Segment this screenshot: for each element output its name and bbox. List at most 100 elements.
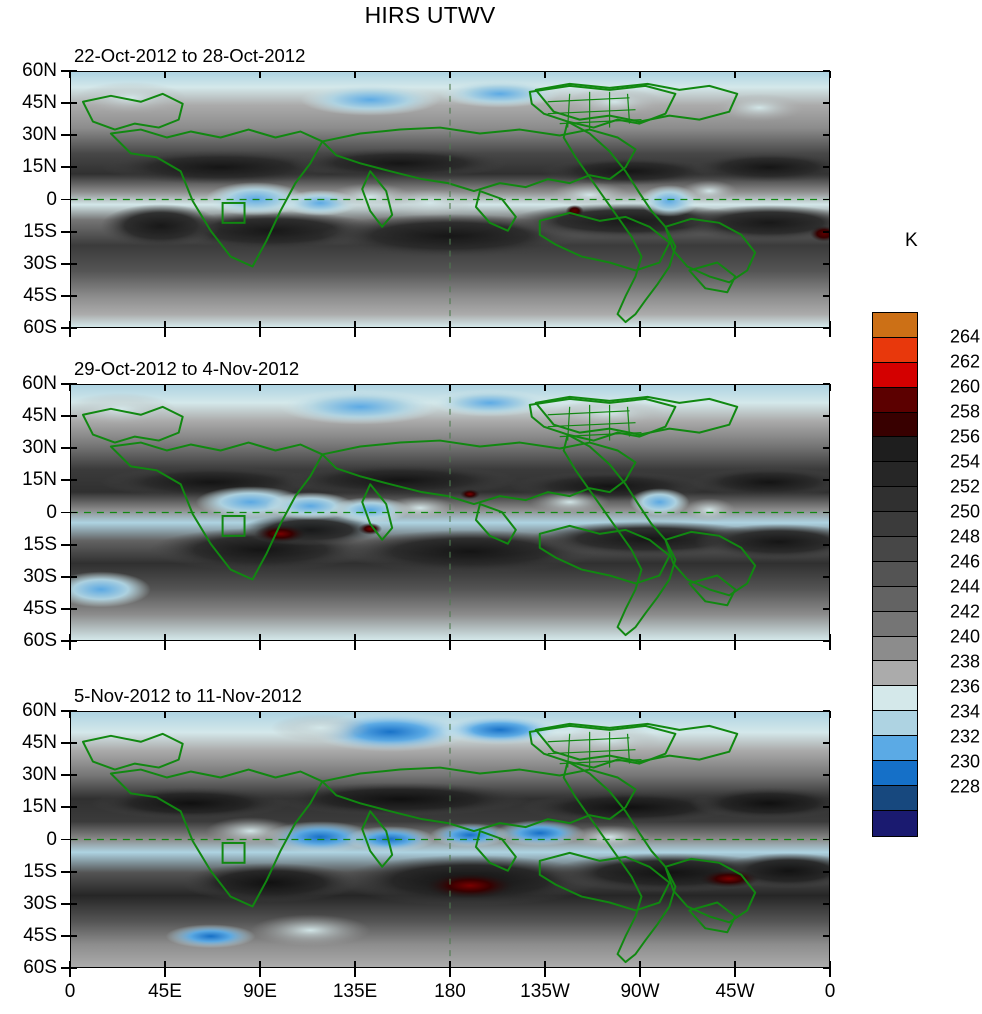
x-axis-tick-bottom [449, 634, 451, 641]
colorbar-tick-label: 228 [950, 776, 981, 797]
map-panel-3: 5-Nov-2012 to 11-Nov-2012 [22, 685, 835, 1002]
y-axis-tick [61, 934, 70, 937]
colorbar-band [873, 462, 917, 488]
x-axis-tick-bottom [544, 321, 546, 328]
y-axis-tick-inner [70, 230, 77, 233]
x-axis-tick-top [449, 71, 451, 78]
x-axis-tick-bottom [734, 321, 736, 328]
x-axis-tick [734, 328, 736, 337]
x-axis-tick [544, 968, 546, 977]
y-axis-tick [61, 543, 70, 546]
y-axis-tick-right [823, 774, 830, 777]
x-axis-tick [164, 641, 166, 650]
colorbar-band [873, 785, 917, 811]
map-field-3 [71, 712, 829, 967]
y-axis-tick [61, 198, 70, 201]
colorbar-band [873, 437, 917, 463]
y-axis-tick-right [823, 967, 830, 969]
y-axis-tick-inner [70, 166, 77, 169]
x-axis-tick-top [639, 384, 641, 391]
x-axis-tick-top [354, 71, 356, 78]
x-axis-tick-top [544, 384, 546, 391]
y-axis-label: 60N [22, 373, 57, 394]
map-field-2 [71, 385, 829, 640]
x-axis-tick [829, 328, 831, 337]
colorbar-unit-label: K [905, 230, 918, 251]
x-axis-tick-bottom [639, 634, 641, 641]
x-axis-tick-bottom [639, 961, 641, 968]
colorbar-tick-label: 248 [950, 526, 981, 547]
y-axis-label: 15N [22, 796, 57, 818]
colorbar-band [873, 337, 917, 363]
y-axis-tick-inner [70, 134, 77, 137]
y-axis-label: 30N [22, 437, 57, 459]
x-axis-tick [734, 641, 736, 650]
y-axis-tick-inner [70, 934, 77, 937]
x-axis-tick-top [259, 71, 261, 78]
x-axis-tick-bottom [164, 634, 166, 641]
y-axis-tick-right [823, 415, 830, 418]
colorbar-tick-label: 242 [950, 601, 981, 622]
x-axis-label: 90W [620, 981, 660, 1002]
y-axis-tick-inner [70, 575, 77, 578]
y-axis-tick [61, 294, 70, 297]
y-axis-tick [61, 166, 70, 169]
panel-title-3: 5-Nov-2012 to 11-Nov-2012 [74, 685, 302, 706]
y-axis-tick-right [823, 327, 830, 329]
x-axis-tick-bottom [354, 634, 356, 641]
x-axis-tick-top [639, 711, 641, 718]
x-axis-tick-top [164, 71, 166, 78]
y-axis-tick-inner [70, 102, 77, 105]
y-axis-label: 15N [22, 469, 57, 491]
y-axis-label: 0 [46, 828, 57, 850]
x-axis-label: 90E [243, 981, 277, 1002]
x-axis-tick-bottom [449, 321, 451, 328]
x-axis-tick [164, 968, 166, 977]
x-axis-tick-bottom [69, 321, 71, 328]
x-axis-tick-bottom [259, 634, 261, 641]
x-axis-tick [639, 328, 641, 337]
x-axis-tick [639, 641, 641, 650]
x-axis-tick-bottom [164, 321, 166, 328]
x-axis-tick [259, 968, 261, 977]
x-axis-tick [449, 641, 451, 650]
y-axis-tick [61, 383, 70, 385]
x-axis-tick-top [734, 384, 736, 391]
x-axis-tick [69, 968, 71, 977]
y-axis-tick-right [823, 902, 830, 905]
y-axis-tick [61, 70, 70, 72]
y-axis-tick-right [823, 134, 830, 137]
x-axis-label: 180 [434, 981, 466, 1002]
y-axis-label: 15S [23, 860, 57, 882]
y-axis-tick-inner [70, 710, 77, 712]
y-axis-tick [61, 415, 70, 418]
x-axis-tick-top [829, 71, 831, 78]
y-axis-tick-right [823, 166, 830, 169]
colorbar-band [873, 761, 917, 786]
y-axis-label: 60N [22, 700, 57, 721]
x-axis-tick-top [734, 711, 736, 718]
y-axis-tick [61, 230, 70, 233]
figure-title: HIRS UTWV [364, 2, 496, 28]
colorbar-band [873, 586, 917, 612]
y-axis-tick [61, 262, 70, 265]
y-axis-tick-inner [70, 327, 77, 329]
y-axis-tick-inner [70, 640, 77, 642]
x-axis-tick [69, 328, 71, 337]
y-axis-tick [61, 327, 70, 329]
y-axis-tick [61, 806, 70, 809]
y-axis-tick [61, 447, 70, 450]
y-axis-label: 30N [22, 124, 57, 146]
y-axis-label: 30S [23, 252, 57, 274]
x-axis-tick [639, 968, 641, 977]
colorbar-band [873, 487, 917, 513]
y-axis-tick-inner [70, 447, 77, 450]
map-plot-area-1 [70, 71, 830, 328]
colorbar-tick-label: 230 [950, 751, 981, 772]
y-axis-tick-right [823, 262, 830, 265]
colorbar-band [873, 512, 917, 538]
colorbar-tick-label: 238 [950, 651, 981, 672]
x-axis-tick-top [259, 711, 261, 718]
y-axis-tick-inner [70, 543, 77, 546]
x-axis-tick-top [354, 711, 356, 718]
